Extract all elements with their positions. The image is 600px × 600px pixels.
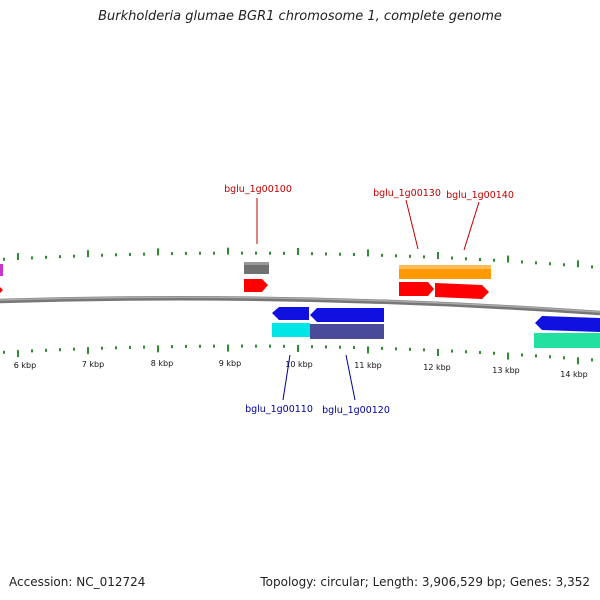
scale-label-13: 13 kbp — [492, 366, 520, 375]
map-title: Burkholderia glumae BGR1 chromosome 1, c… — [98, 9, 502, 24]
gene-feature-slate[interactable] — [310, 324, 384, 339]
scale-ticks-bottom — [3, 344, 593, 365]
gene-label-g140[interactable]: bglu_1g00140 — [446, 190, 514, 201]
gene-feature-g100[interactable] — [244, 279, 268, 292]
gene-feature-g130[interactable] — [399, 282, 434, 296]
gene-feature-g110[interactable] — [272, 307, 309, 320]
gene-feature-right-blue[interactable] — [535, 316, 600, 332]
gene-feature-g140[interactable] — [435, 283, 489, 299]
genome-summary-label: Topology: circular; Length: 3,906,529 bp… — [260, 575, 590, 589]
gene-label-g110[interactable]: bglu_1g00110 — [245, 404, 313, 415]
accession-label: Accession: NC_012724 — [9, 575, 146, 589]
gene-feature-magenta-edge[interactable] — [0, 264, 3, 276]
chromosome-backbone — [0, 296, 600, 316]
scale-ticks-top — [3, 247, 593, 269]
scale-label-14: 14 kbp — [560, 370, 588, 379]
gene-feature-g120-arrow[interactable] — [310, 308, 384, 322]
scale-label-6: 6 kbp — [14, 361, 36, 370]
scale-label-11: 11 kbp — [354, 361, 382, 370]
scale-label-9: 9 kbp — [219, 359, 241, 368]
gene-label-g130[interactable]: bglu_1g00130 — [373, 188, 441, 199]
scale-label-12: 12 kbp — [423, 363, 451, 372]
scale-label-8: 8 kbp — [151, 359, 173, 368]
gene-label-g120[interactable]: bglu_1g00120 — [322, 405, 390, 416]
gene-label-g100[interactable]: bglu_1g00100 — [224, 184, 292, 195]
gene-feature-red-edge[interactable] — [0, 287, 3, 293]
scale-label-7: 7 kbp — [82, 360, 104, 369]
gene-feature-teal[interactable] — [534, 333, 600, 348]
scale-label-10: 10 kbp — [285, 360, 313, 369]
gene-feature-cyan[interactable] — [272, 323, 310, 337]
